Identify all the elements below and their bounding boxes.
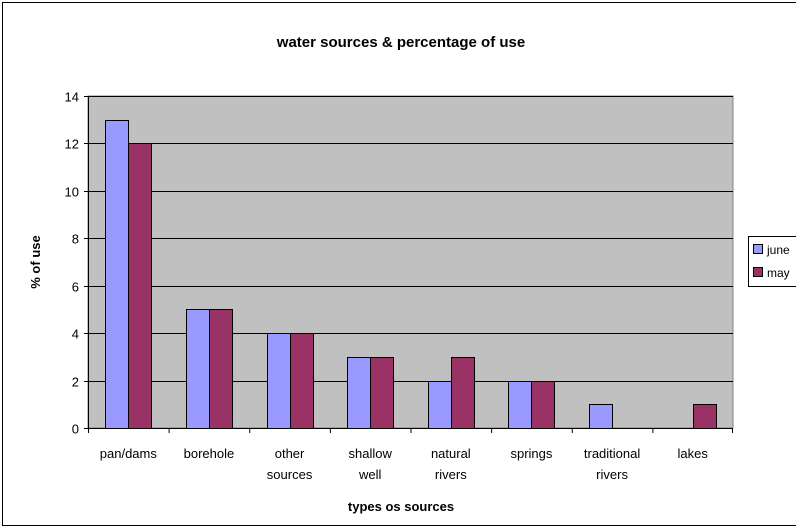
x-tick-label: traditional — [584, 446, 640, 461]
x-tick-label: springs — [510, 446, 552, 461]
x-axis: pan/dams borehole other sources shallow well n… — [88, 428, 733, 482]
y-axis-title: % of use — [28, 235, 43, 288]
y-tick-label: 14 — [65, 90, 79, 105]
bar-may — [128, 143, 152, 429]
x-tick-label: shallow — [349, 446, 393, 461]
chart-title: water sources & percentage of use — [276, 34, 525, 51]
bars — [105, 120, 717, 429]
x-tick-label: pan/dams — [100, 446, 158, 461]
bar-june — [186, 309, 210, 429]
bar-june — [428, 381, 452, 429]
x-tick-label: other — [275, 446, 305, 461]
y-tick-label: 12 — [65, 137, 79, 152]
y-tick-label: 0 — [72, 422, 79, 437]
x-tick-label: borehole — [184, 446, 235, 461]
x-tick-label: rivers — [435, 467, 467, 482]
x-tick-label: rivers — [596, 467, 628, 482]
bar-june — [589, 404, 613, 429]
x-tick-label: well — [358, 467, 382, 482]
y-tick-label: 2 — [72, 375, 79, 390]
x-tick-label: natural — [431, 446, 471, 461]
bar-june — [267, 333, 291, 429]
x-tick-label: sources — [267, 467, 313, 482]
bar-may — [531, 381, 555, 429]
legend-swatch-june — [753, 244, 763, 254]
bar-may — [290, 333, 314, 429]
y-tick-label: 4 — [72, 327, 79, 342]
x-tick-label: lakes — [678, 446, 709, 461]
bar-june — [508, 381, 532, 429]
bar-june — [105, 120, 129, 429]
x-axis-title: types os sources — [348, 499, 454, 514]
y-tick-label: 10 — [65, 185, 79, 200]
bar-may — [370, 357, 394, 429]
legend-label-june: june — [766, 243, 790, 257]
plot-background — [87, 95, 734, 429]
plot-area — [87, 95, 734, 429]
y-tick-label: 8 — [72, 232, 79, 247]
bar-may — [451, 357, 475, 429]
bar-june — [347, 357, 371, 429]
legend-swatch-may — [753, 267, 763, 277]
legend-label-may: may — [767, 266, 790, 280]
legend: june may — [748, 236, 796, 287]
bar-may — [209, 309, 233, 429]
y-tick-label: 6 — [72, 280, 79, 295]
bar-may — [693, 404, 717, 429]
